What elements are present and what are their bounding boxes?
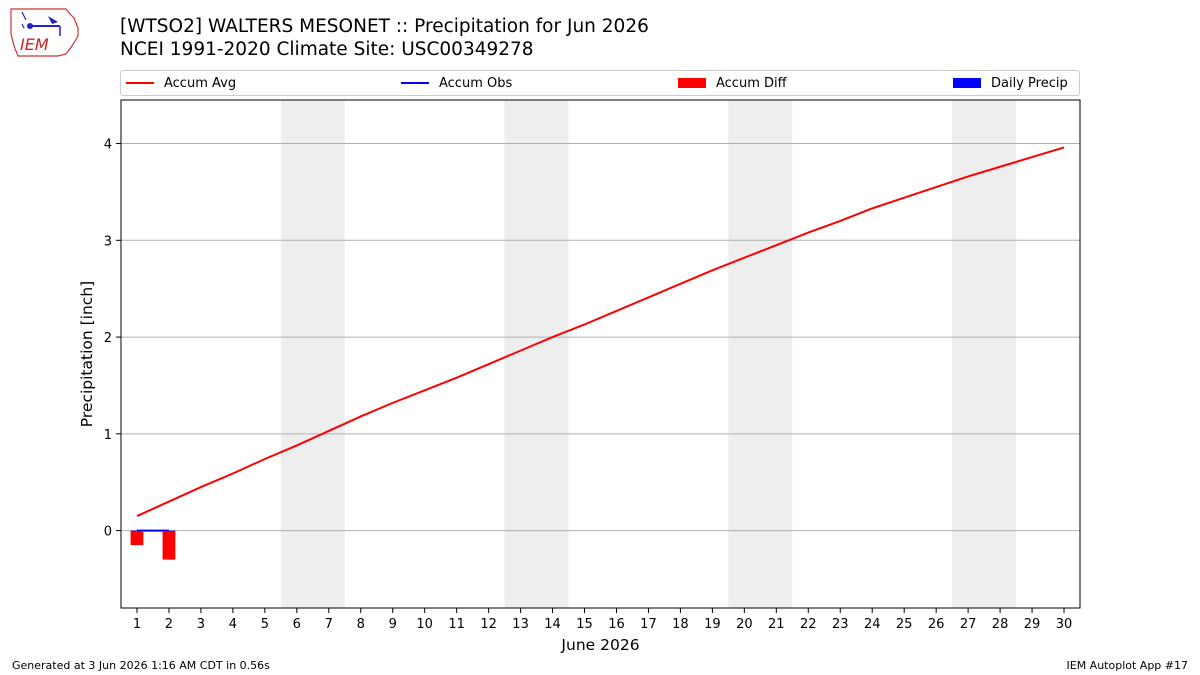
x-tick-label: 26 — [928, 617, 945, 632]
x-tick-label: 4 — [229, 617, 237, 632]
footer-generated: Generated at 3 Jun 2026 1:16 AM CDT in 0… — [12, 659, 270, 672]
accum-diff-bar — [162, 530, 176, 560]
legend-item-accum-avg: Accum Avg — [126, 71, 236, 95]
legend-item-accum-diff: Accum Diff — [678, 71, 787, 95]
x-tick-label: 3 — [197, 617, 205, 632]
weekend-shade — [728, 100, 793, 608]
legend-swatch-daily-precip — [953, 78, 981, 88]
accum-avg-line — [136, 146, 1065, 517]
legend-swatch-accum-diff — [678, 78, 706, 88]
y-tick-label: 1 — [104, 428, 112, 443]
chart-subtitle: NCEI 1991-2020 Climate Site: USC00349278 — [120, 39, 534, 60]
footer-app: IEM Autoplot App #17 — [1066, 659, 1189, 672]
chart-legend: Accum Avg Accum Obs Accum Diff Daily Pre… — [120, 70, 1080, 96]
x-tick-label: 21 — [768, 617, 785, 632]
x-tick-label: 14 — [544, 617, 561, 632]
x-tick-label: 24 — [864, 617, 881, 632]
legend-item-accum-obs: Accum Obs — [401, 71, 512, 95]
x-tick-label: 2 — [165, 617, 173, 632]
x-tick-label: 27 — [960, 617, 977, 632]
weekend-shade — [504, 100, 569, 608]
legend-swatch-accum-avg — [126, 82, 154, 84]
x-tick-label: 13 — [512, 617, 529, 632]
x-tick-label: 16 — [608, 617, 625, 632]
y-tick-label: 0 — [104, 525, 112, 540]
x-tick-label: 28 — [992, 617, 1009, 632]
x-tick-label: 30 — [1056, 617, 1073, 632]
legend-label-accum-diff: Accum Diff — [716, 75, 787, 91]
x-tick-label: 1 — [133, 617, 141, 632]
x-tick-label: 15 — [576, 617, 593, 632]
x-tick-label: 17 — [640, 617, 657, 632]
x-tick-label: 19 — [704, 617, 721, 632]
y-tick-label: 2 — [104, 331, 112, 346]
plot-frame — [120, 99, 1081, 609]
x-tick-label: 11 — [448, 617, 465, 632]
x-tick-label: 8 — [357, 617, 365, 632]
x-tick-label: 7 — [325, 617, 333, 632]
x-tick-label: 6 — [293, 617, 301, 632]
x-tick-label: 18 — [672, 617, 689, 632]
y-axis-label: Precipitation [inch] — [78, 281, 96, 427]
x-tick-label: 29 — [1024, 617, 1041, 632]
y-tick-label: 3 — [104, 234, 112, 249]
x-tick-label: 22 — [800, 617, 817, 632]
legend-label-daily-precip: Daily Precip — [991, 75, 1068, 91]
legend-item-daily-precip: Daily Precip — [953, 71, 1068, 95]
x-tick-label: 9 — [389, 617, 397, 632]
x-tick-label: 12 — [480, 617, 497, 632]
iem-logo: IEM — [8, 6, 82, 64]
x-axis-label: June 2026 — [560, 636, 639, 654]
x-tick-label: 20 — [736, 617, 753, 632]
accum-diff-bar — [130, 530, 144, 546]
weekend-shade — [952, 100, 1017, 608]
logo-text: IEM — [20, 35, 49, 54]
legend-swatch-accum-obs — [401, 82, 429, 84]
x-tick-label: 5 — [261, 617, 269, 632]
weekend-shade — [280, 100, 345, 608]
legend-label-accum-obs: Accum Obs — [439, 75, 513, 91]
y-tick-label: 4 — [104, 138, 112, 153]
x-tick-label: 10 — [416, 617, 433, 632]
daily-precip-bar — [130, 530, 144, 532]
daily-precip-bar — [162, 530, 176, 532]
x-tick-label: 25 — [896, 617, 913, 632]
legend-label-accum-avg: Accum Avg — [164, 75, 237, 91]
chart-title: [WTSO2] WALTERS MESONET :: Precipitation… — [120, 16, 649, 37]
x-tick-label: 23 — [832, 617, 849, 632]
